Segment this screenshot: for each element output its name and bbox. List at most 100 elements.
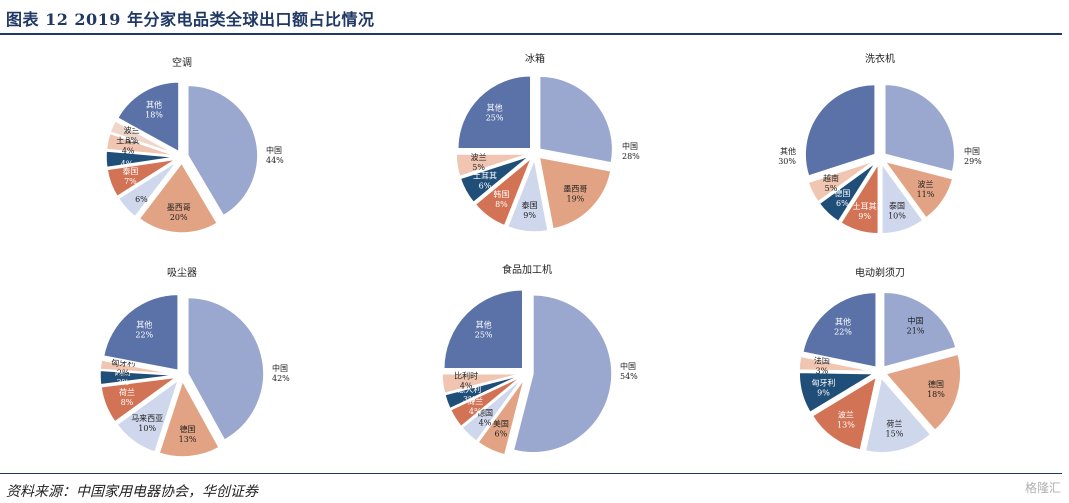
pie-slice bbox=[864, 376, 932, 454]
pie-slice bbox=[506, 156, 549, 233]
pie-slice bbox=[106, 158, 177, 198]
slice-label: 越南 bbox=[115, 367, 131, 377]
slice-label: 土耳其 bbox=[116, 136, 140, 146]
pie-slice bbox=[807, 160, 876, 203]
pie-slice bbox=[138, 161, 219, 234]
pie-slice bbox=[798, 371, 877, 414]
pie-slice bbox=[187, 84, 259, 217]
slice-percent: 8% bbox=[121, 398, 134, 407]
slice-label: 波兰 bbox=[471, 152, 487, 162]
pie-slice bbox=[818, 161, 877, 223]
slice-label: 中国 bbox=[272, 363, 288, 373]
slice-percent: 7% bbox=[124, 177, 137, 186]
slice-percent: 6% bbox=[495, 429, 508, 438]
slice-percent: 10% bbox=[888, 211, 906, 220]
pie-slice bbox=[538, 75, 614, 164]
slice-percent: 4% bbox=[460, 382, 473, 391]
slice-label: 泰国 bbox=[522, 200, 538, 210]
slice-label: 德国 bbox=[180, 424, 196, 434]
pie-slice bbox=[158, 379, 221, 458]
slice-percent: 6% bbox=[135, 195, 148, 204]
pie-slice bbox=[801, 291, 877, 369]
slice-label: 其他 bbox=[476, 320, 492, 330]
chart-title: 电动剃须刀 bbox=[855, 266, 905, 279]
slice-percent: 6% bbox=[479, 182, 492, 191]
pie-slice bbox=[187, 296, 265, 442]
pie-slice bbox=[455, 153, 530, 178]
chart-title: 吸尘器 bbox=[167, 267, 197, 279]
pie-slice bbox=[105, 132, 177, 157]
slice-label: 波兰 bbox=[838, 410, 854, 420]
slice-label: 德国 bbox=[834, 188, 850, 198]
pie-slice bbox=[443, 289, 524, 370]
slice-label: 其他 bbox=[487, 103, 503, 113]
pie-slice bbox=[839, 161, 880, 235]
slice-percent: 3% bbox=[463, 395, 476, 404]
slice-label: 荷兰 bbox=[886, 419, 902, 429]
slice-percent: 2% bbox=[117, 369, 130, 378]
pie-slice bbox=[441, 373, 522, 395]
slice-percent: 3% bbox=[116, 378, 129, 387]
pie-slice bbox=[102, 293, 179, 372]
slice-label: 中国 bbox=[622, 141, 638, 151]
top-divider bbox=[0, 33, 1062, 35]
pie-slice bbox=[109, 119, 177, 156]
slice-percent: 22% bbox=[834, 328, 852, 337]
slice-percent: 4% bbox=[122, 147, 135, 156]
pie-slice bbox=[474, 157, 533, 227]
pie-slice bbox=[884, 353, 962, 432]
slice-label: 越南 bbox=[823, 173, 839, 183]
slice-label: 德国 bbox=[477, 408, 493, 418]
slice-percent: 4% bbox=[479, 419, 492, 428]
slice-percent: 30% bbox=[778, 157, 796, 166]
slice-label: 德国 bbox=[928, 379, 944, 389]
slice-label: 荷兰 bbox=[119, 387, 135, 397]
slice-label: 比利时 bbox=[454, 371, 478, 381]
pie-slice bbox=[476, 377, 526, 456]
pie-slice bbox=[460, 376, 524, 443]
pie-slice bbox=[105, 150, 177, 169]
pie-slice bbox=[538, 156, 612, 230]
slice-percent: 9% bbox=[817, 388, 830, 397]
pie-slice bbox=[116, 81, 180, 154]
figure-title: 图表 12 2019 年分家电品类全球出口额占比情况 bbox=[6, 10, 375, 29]
slice-percent: 18% bbox=[145, 111, 163, 120]
slice-percent: 9% bbox=[858, 212, 871, 221]
slice-percent: 10% bbox=[138, 424, 156, 433]
slice-percent: 29% bbox=[964, 157, 982, 166]
slice-percent: 19% bbox=[566, 194, 584, 203]
slice-label: 泰国 bbox=[889, 200, 905, 210]
slice-label: 其他 bbox=[835, 317, 851, 327]
slice-label: 土耳其 bbox=[853, 201, 877, 211]
slice-percent: 21% bbox=[907, 327, 925, 336]
slice-label: 其他 bbox=[780, 146, 796, 156]
slice-percent: 3% bbox=[815, 367, 828, 376]
slice-label: 波兰 bbox=[917, 179, 933, 189]
slice-label: 美国 bbox=[493, 418, 509, 428]
slice-percent: 13% bbox=[837, 421, 855, 430]
slice-label: 匈牙利 bbox=[812, 377, 836, 387]
slice-percent: 5% bbox=[472, 163, 485, 172]
slice-percent: 25% bbox=[475, 331, 493, 340]
slice-label: 泰国 bbox=[122, 166, 138, 176]
pie-slice bbox=[811, 375, 878, 451]
chart-title: 空调 bbox=[172, 56, 192, 69]
slice-label: 波兰 bbox=[124, 125, 140, 135]
slice-percent: 25% bbox=[486, 114, 504, 123]
pie-slice bbox=[883, 83, 956, 173]
slice-label: 荷兰 bbox=[467, 396, 483, 406]
slice-label: 中国 bbox=[908, 316, 924, 326]
slice-label: 土耳其 bbox=[473, 171, 497, 181]
slice-label: 意大利 bbox=[457, 384, 481, 394]
slice-percent: 6% bbox=[836, 199, 849, 208]
slice-percent: 42% bbox=[272, 374, 290, 383]
slice-percent: 9% bbox=[523, 211, 536, 220]
pie-slice bbox=[100, 376, 177, 423]
slice-label: 其他 bbox=[146, 100, 162, 110]
slice-percent: 4% bbox=[469, 407, 482, 416]
pie-slice bbox=[459, 155, 531, 204]
